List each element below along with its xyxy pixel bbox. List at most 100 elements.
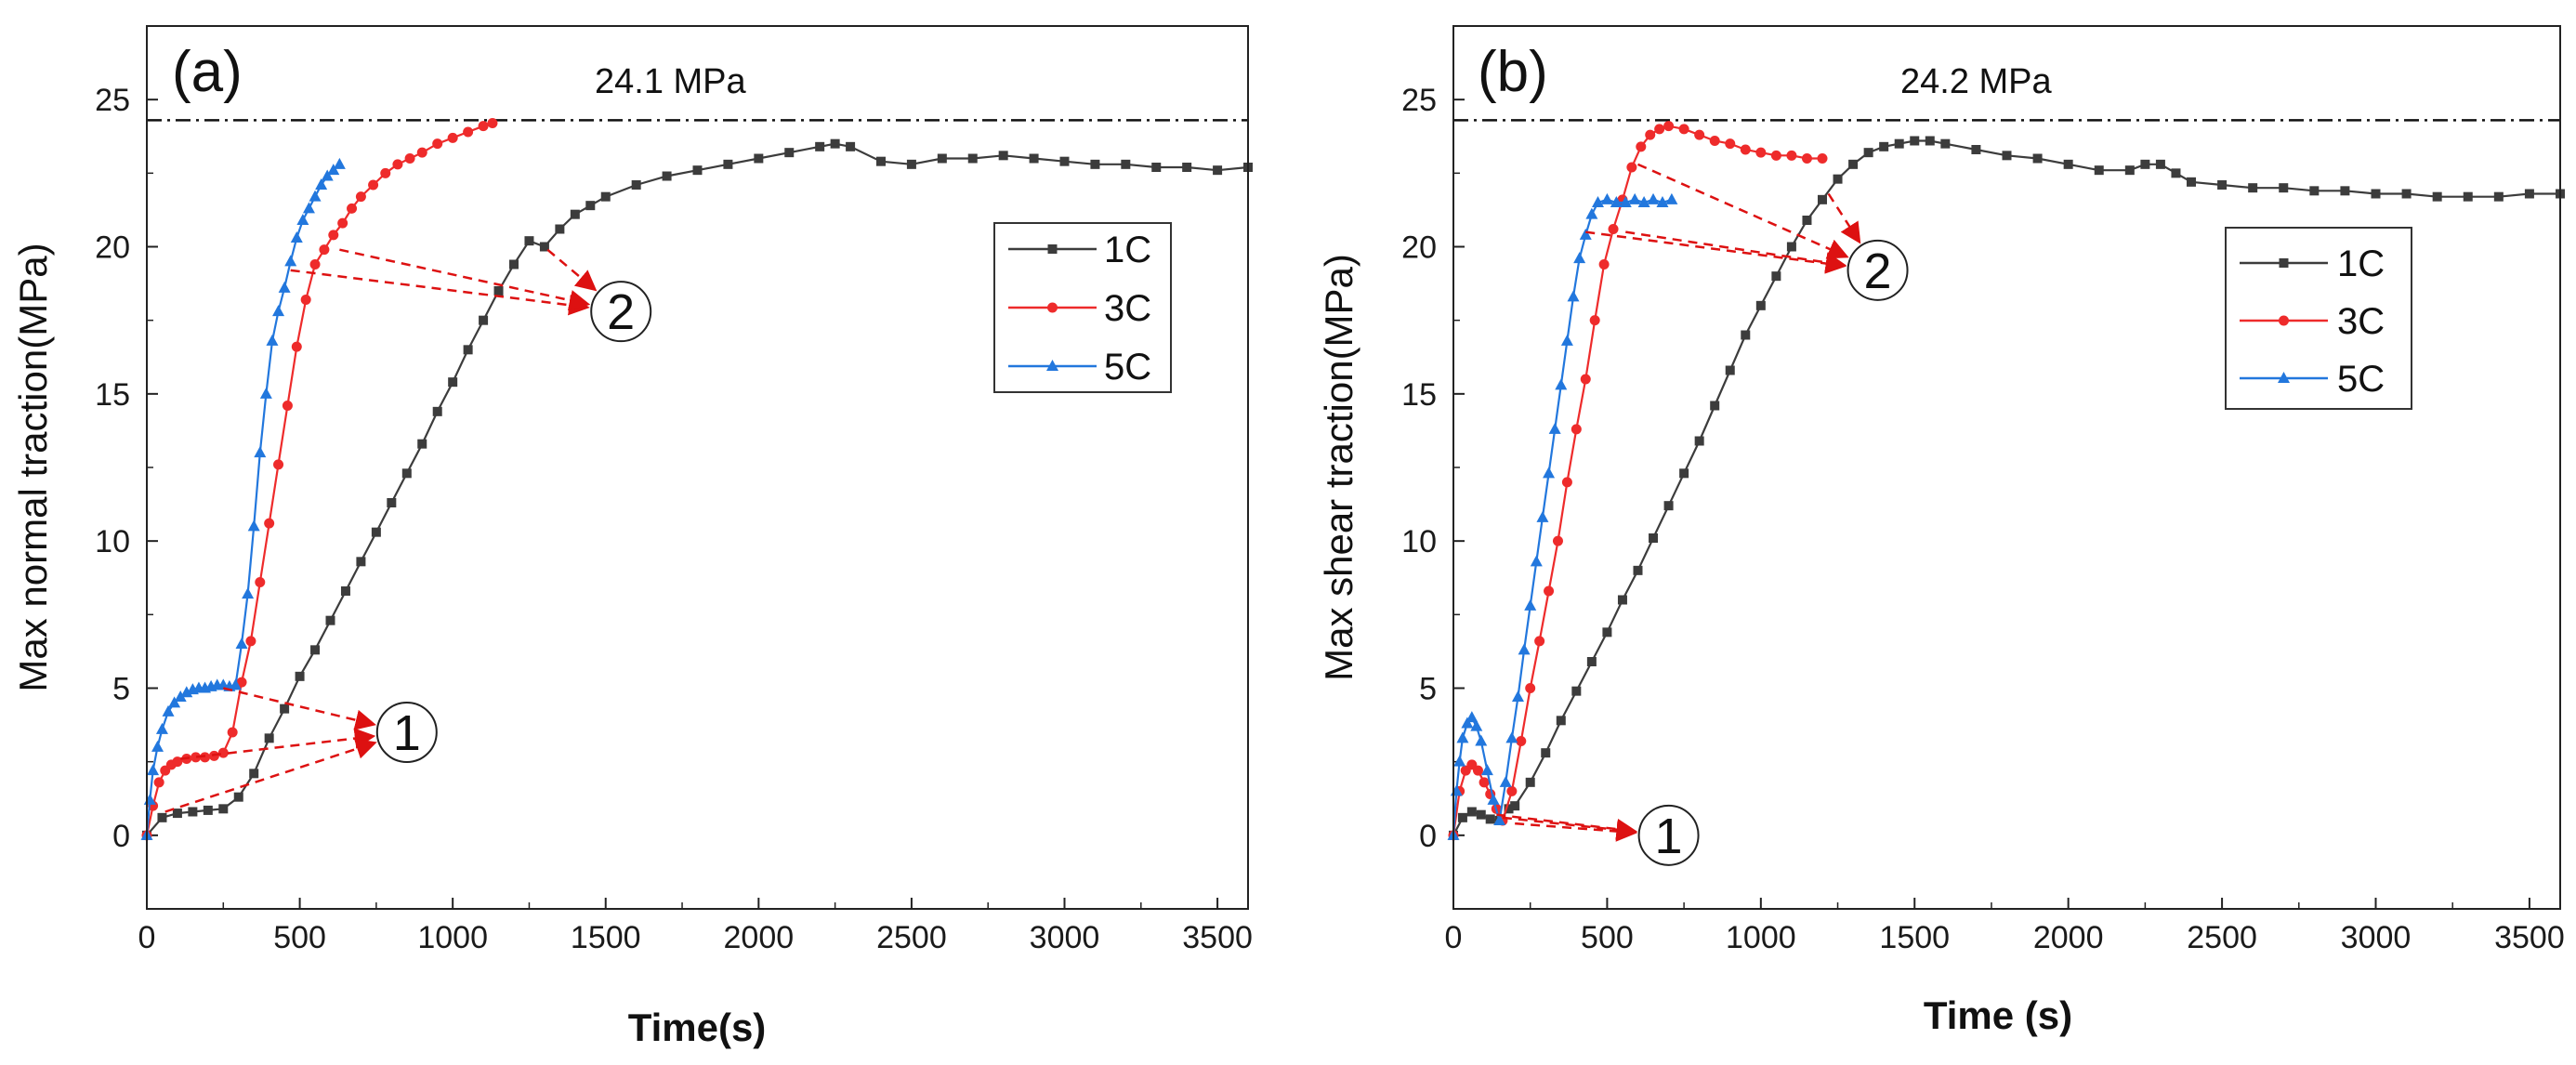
panel-a-series-3c-point xyxy=(273,459,284,470)
panel-b-series-3c-point xyxy=(1725,138,1736,150)
panel-a-series-5c-point xyxy=(147,764,160,776)
panel-a-series-1c-point xyxy=(830,138,840,149)
panel-a-series-5c-point xyxy=(309,190,322,202)
panel-b-series-5c-point xyxy=(1543,467,1556,479)
panel-b-series-3c-point xyxy=(1786,150,1797,161)
panel-a-series-1c-point xyxy=(539,242,549,252)
panel-b-plot-layer: 0 500 1000 1500 2000 2500 3000 3500 0 5 10 15 20 25 1 2 xyxy=(1401,83,2565,955)
panel-b-series-5c-point xyxy=(1505,731,1518,743)
panel-b-legend-label-3c: 3C xyxy=(2337,301,2385,342)
panel-b-series-1c-point xyxy=(2401,189,2412,199)
panel-a-series-1c-point xyxy=(937,153,947,164)
panel-a-series-1c-point xyxy=(432,406,442,416)
panel-b-series-5c-point xyxy=(1470,719,1483,731)
panel-a-series-5c-point xyxy=(242,587,255,599)
panel-b-series-1c-point xyxy=(1879,141,1889,151)
panel-b-series-1c-point xyxy=(2187,177,2196,187)
panel-a-series-5c-point xyxy=(247,519,260,532)
panel-a-series-1c-point xyxy=(310,645,321,655)
panel-b-series-5c-point xyxy=(1524,598,1537,611)
panel-b-frame xyxy=(1452,25,2561,910)
panel-a-callout-2-arrow-1 xyxy=(339,248,591,311)
panel-a-series-3c-point xyxy=(432,138,443,150)
panel-a-series-1c-point xyxy=(906,159,916,169)
panel-a-series-3c-point xyxy=(191,752,202,763)
panel-a-reference-label: 24.1 MPa xyxy=(595,62,747,101)
panel-a-series-5c-point xyxy=(229,678,242,690)
panel-a-series-1c-point xyxy=(448,377,458,388)
panel-a-series-3c-point xyxy=(463,126,474,138)
panel-a-series-5c-point xyxy=(151,740,164,752)
panel-a-x-tick-label-5: 2500 xyxy=(876,920,947,955)
panel-a-series-3c-point xyxy=(319,244,330,256)
panel-a-series-3c-point xyxy=(337,217,348,229)
panel-b-series-3c-point xyxy=(1589,315,1600,326)
panel-a-series-3c-point xyxy=(236,677,247,688)
panel-b-legend-label-1c: 1C xyxy=(2337,243,2385,284)
panel-b-series-3c-line xyxy=(1452,125,1822,835)
panel-a-series-5c-point xyxy=(266,334,279,346)
panel-b-series-1c-point xyxy=(1771,271,1781,282)
panel-b-series-1c-point xyxy=(1571,686,1582,696)
panel-a-x-tick-label-6: 3000 xyxy=(1030,920,1100,955)
panel-b-series-1c-point xyxy=(1940,138,1951,149)
panel-b-legend-item-5c: 5C xyxy=(2240,359,2385,400)
panel-b-series-1c-point xyxy=(2493,191,2504,202)
panel-b-legend-item-3c: 3C xyxy=(2240,301,2385,342)
panel-a-series-3c-point xyxy=(404,153,415,164)
panel-a-series-3c-point xyxy=(355,191,366,203)
panel-a-series-1c-point xyxy=(846,141,856,151)
panel-a-series-1c-point xyxy=(967,153,978,164)
panel-b-series-5c-point xyxy=(1493,814,1506,825)
panel-a-legend-label-3c: 3C xyxy=(1104,288,1151,329)
panel-a-callout-1-arrow-0 xyxy=(222,687,376,730)
panel-a-legend-label-1c: 1C xyxy=(1104,230,1151,270)
panel-b-series-1c-point xyxy=(1725,365,1735,375)
panel-b-series-1c-point xyxy=(1504,804,1514,814)
panel-b-callout-1-circle xyxy=(1637,804,1700,866)
panel-b-legend-marker-5c xyxy=(2278,372,2290,383)
panel-b-series-5c-point xyxy=(1499,775,1512,787)
panel-b-series-5c-point xyxy=(1480,764,1493,776)
panel-b-series-3c-point xyxy=(1525,683,1536,693)
panel-a-series-1c-point xyxy=(172,809,182,819)
panel-b-callout-1-arrow-1 xyxy=(1515,821,1637,842)
panel-a-series-1c-point xyxy=(387,498,397,507)
panel-b-series-3c-point xyxy=(1817,153,1828,164)
panel-a-legend-marker-5c xyxy=(1046,360,1058,371)
panel-a-legend-marker-1c xyxy=(1047,244,1058,254)
panel-b-legend-marker-1c xyxy=(2279,258,2289,268)
panel-b-x-tick-label-3: 1500 xyxy=(1879,920,1950,955)
panel-b-series-1c-point xyxy=(2217,180,2228,190)
panel-b-series-1c-point xyxy=(1741,330,1751,340)
panel-a-x-axis-title: Time(s) xyxy=(628,1006,767,1049)
panel-b-series-5c-point xyxy=(1560,334,1573,346)
panel-a-series-3c-point xyxy=(282,401,293,411)
panel-a-series-5c-point xyxy=(180,686,193,698)
panel-b-series-1c-point xyxy=(1786,242,1796,252)
panel-b-series-5c-point xyxy=(1591,196,1604,207)
panel-b-x-tick-label-7: 3500 xyxy=(2494,920,2565,955)
panel-b-series-1c-point xyxy=(1602,627,1612,638)
panel-a-series-3c-point xyxy=(380,167,391,178)
panel-b-series-1c-point xyxy=(2432,191,2442,202)
panel-a-callout-1-circle xyxy=(375,702,438,763)
panel-b-series-1c-point xyxy=(1710,401,1720,411)
panel-a-x-tick-label-1: 500 xyxy=(273,920,326,955)
panel-b-callout-1-label: 1 xyxy=(1655,809,1683,864)
panel-b-series-1c-point xyxy=(1485,814,1495,824)
panel-a-x-tick-label-4: 2000 xyxy=(724,920,795,955)
panel-a-series-1c-point xyxy=(570,209,580,219)
panel-b-series-1c-point xyxy=(1457,812,1467,822)
panel-b-y-tick-label-2: 10 xyxy=(1401,524,1437,559)
panel-b-series-1c-point xyxy=(2140,159,2150,169)
panel-a-x-tick-label-2: 1000 xyxy=(417,920,488,955)
panel-a-x-tick-label-3: 1500 xyxy=(571,920,641,955)
panel-b-x-tick-label-1: 500 xyxy=(1581,920,1634,955)
panel-a-series-1c-point xyxy=(264,733,274,743)
panel-a-series-1c-point xyxy=(463,345,473,355)
panel-a-legend-label-5c: 5C xyxy=(1104,347,1151,388)
panel-a-series-1c-point xyxy=(371,527,381,537)
panel-b-series-1c-point xyxy=(1586,657,1597,666)
panel-a-series-5c-point xyxy=(174,690,187,702)
